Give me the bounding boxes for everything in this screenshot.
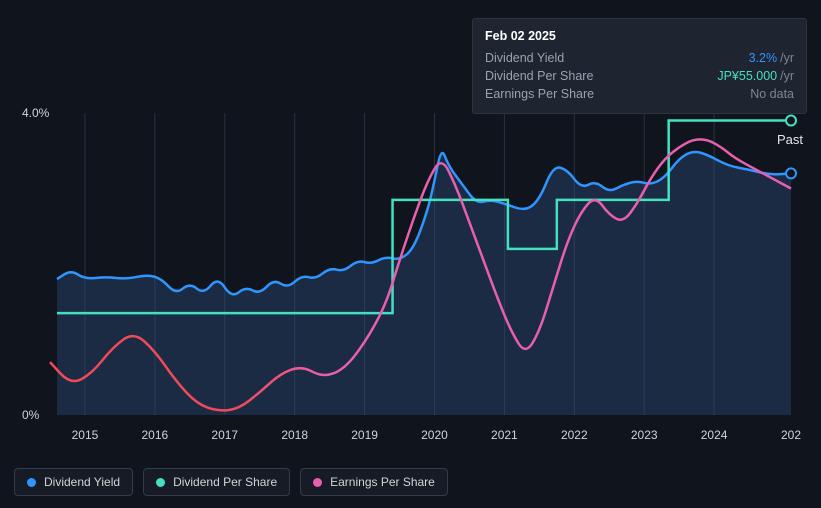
tooltip-key: Earnings Per Share (485, 87, 594, 101)
legend-label: Dividend Yield (44, 475, 120, 489)
dividend-chart: 0% 4.0% 2015 2016 2017 2018 2019 2020 2021 2022 2… (0, 0, 821, 508)
tooltip-date: Feb 02 2025 (485, 29, 794, 43)
x-axis-label: 2015 (72, 428, 99, 442)
tooltip-key: Dividend Per Share (485, 69, 593, 83)
legend-pip (27, 478, 36, 487)
series-end-marker-dividend_per_share (786, 116, 796, 126)
x-axis-label: 2022 (561, 428, 588, 442)
legend-pip (313, 478, 322, 487)
past-label: Past (777, 132, 803, 147)
tooltip-key: Dividend Yield (485, 51, 564, 65)
plot-area[interactable] (50, 113, 798, 415)
tooltip-row: Dividend Per Share JP¥55.000/yr (485, 67, 794, 85)
legend-item-dividend_yield[interactable]: Dividend Yield (14, 468, 133, 496)
x-axis-label: 2017 (211, 428, 238, 442)
legend-label: Dividend Per Share (173, 475, 277, 489)
tooltip-value: No data (750, 87, 794, 101)
tooltip-row: Dividend Yield 3.2%/yr (485, 49, 794, 67)
chart-svg (50, 113, 798, 415)
tooltip-value: 3.2%/yr (749, 51, 794, 65)
x-axis-label: 202 (781, 428, 801, 442)
x-axis-label: 2020 (421, 428, 448, 442)
y-axis-label: 0% (22, 408, 39, 422)
series-end-marker-dividend_yield (786, 168, 796, 178)
x-axis-label: 2018 (281, 428, 308, 442)
x-axis-label: 2016 (142, 428, 169, 442)
legend-pip (156, 478, 165, 487)
legend-item-dividend_per_share[interactable]: Dividend Per Share (143, 468, 290, 496)
tooltip-row: Earnings Per Share No data (485, 85, 794, 103)
x-axis-label: 2023 (631, 428, 658, 442)
chart-legend: Dividend Yield Dividend Per Share Earnings… (14, 468, 448, 496)
legend-label: Earnings Per Share (330, 475, 435, 489)
tooltip-value: JP¥55.000/yr (717, 69, 794, 83)
x-axis-label: 2024 (701, 428, 728, 442)
legend-item-earnings_per_share[interactable]: Earnings Per Share (300, 468, 448, 496)
y-axis-label: 4.0% (22, 106, 49, 120)
chart-tooltip: Feb 02 2025 Dividend Yield3.2%/yrDividen… (472, 18, 807, 114)
x-axis-label: 2021 (491, 428, 518, 442)
x-axis-label: 2019 (351, 428, 378, 442)
